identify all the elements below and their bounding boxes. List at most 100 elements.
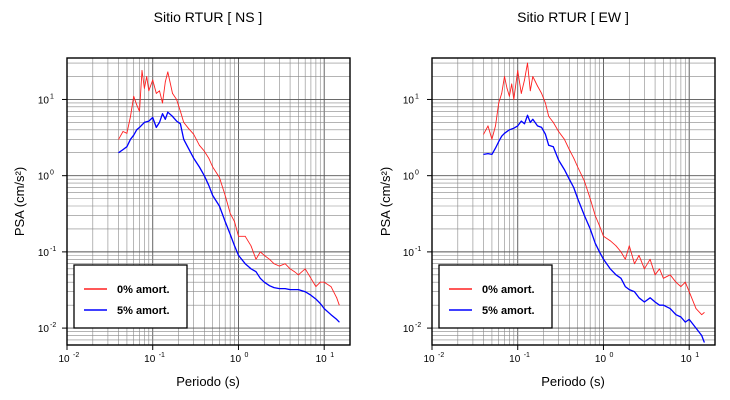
data-point [552, 122, 554, 123]
data-point [208, 184, 210, 186]
data-point [662, 304, 664, 306]
x-tick-label: 10 [423, 354, 435, 365]
chart-title: Sitio RTUR [ NS ] [154, 9, 263, 25]
data-point [695, 327, 697, 329]
data-point [255, 271, 257, 273]
data-point [643, 268, 645, 270]
data-point [487, 125, 489, 127]
data-point [532, 76, 534, 77]
y-tick-label: 10 [38, 324, 50, 335]
data-point [703, 341, 705, 343]
series-line [118, 70, 340, 306]
y-tick-label: 10 [403, 172, 415, 183]
data-point [649, 258, 651, 260]
data-point [491, 138, 493, 140]
data-point [152, 117, 154, 118]
data-point [537, 85, 538, 87]
data-point [304, 268, 306, 270]
data-point [649, 297, 651, 299]
data-point [304, 291, 306, 293]
data-point [130, 115, 131, 117]
data-point [638, 254, 640, 256]
data-point [208, 157, 210, 159]
series-undamped [118, 70, 340, 306]
data-point [118, 138, 120, 140]
series-line [483, 114, 705, 343]
data-point [289, 289, 291, 290]
data-point [675, 281, 677, 283]
x-tick-label: 10 [316, 354, 328, 365]
data-point [133, 134, 135, 136]
y-tick-exponent: -2 [50, 322, 56, 329]
data-point [589, 228, 591, 230]
data-point [234, 245, 235, 247]
data-point [250, 245, 252, 247]
y-tick-exponent: 1 [415, 93, 419, 100]
data-point [126, 146, 128, 148]
data-point [238, 235, 239, 237]
legend-box [438, 264, 553, 329]
data-point [130, 138, 131, 140]
data-point [148, 120, 150, 122]
x-tick-label: 10 [509, 354, 521, 365]
data-point [513, 99, 515, 100]
y-tick-label: 10 [38, 248, 50, 259]
data-point [558, 131, 560, 132]
data-point [577, 166, 579, 168]
data-point [684, 281, 686, 283]
data-point [688, 291, 690, 293]
x-tick-exponent: -2 [438, 352, 444, 359]
data-point [336, 319, 338, 320]
data-point [544, 102, 546, 104]
data-point [680, 286, 682, 288]
data-point [229, 212, 231, 214]
data-point [552, 146, 554, 148]
data-point [294, 271, 295, 273]
data-point [603, 258, 604, 260]
y-tick-exponent: 1 [50, 93, 54, 100]
y-tick-label: 10 [38, 95, 50, 106]
data-point [563, 138, 565, 140]
data-point [259, 251, 261, 253]
data-point [238, 254, 239, 256]
data-point [323, 281, 325, 283]
data-point [319, 303, 321, 304]
data-point [336, 297, 338, 299]
data-point [193, 157, 195, 159]
data-point [330, 314, 332, 316]
data-point [167, 71, 169, 73]
data-point [684, 321, 686, 323]
data-point [563, 169, 565, 171]
data-point [338, 304, 340, 306]
data-point [584, 215, 585, 216]
data-point [198, 144, 200, 146]
data-point [527, 114, 528, 116]
y-axis-label: PSA (cm/s²) [12, 167, 27, 236]
data-point [654, 274, 656, 276]
data-point [558, 159, 560, 161]
data-point [541, 93, 543, 94]
data-point [118, 152, 120, 154]
data-point [620, 251, 622, 253]
x-tick-label: 10 [58, 354, 70, 365]
data-point [529, 90, 531, 92]
data-point [524, 123, 525, 125]
data-point [544, 133, 546, 135]
chart-title: Sitio RTUR [ EW ] [517, 9, 629, 25]
data-point [695, 308, 697, 310]
series-damped [118, 111, 340, 323]
data-point [164, 118, 166, 120]
data-point [162, 102, 163, 104]
data-point [179, 110, 181, 112]
data-point [501, 93, 503, 94]
data-point [615, 245, 617, 247]
data-point [654, 301, 656, 303]
data-point [126, 132, 128, 134]
data-point [609, 240, 611, 242]
data-point [176, 120, 178, 122]
data-point [259, 277, 261, 279]
plot-frame [431, 57, 716, 346]
x-tick-label: 10 [230, 354, 242, 365]
data-point [662, 277, 664, 279]
